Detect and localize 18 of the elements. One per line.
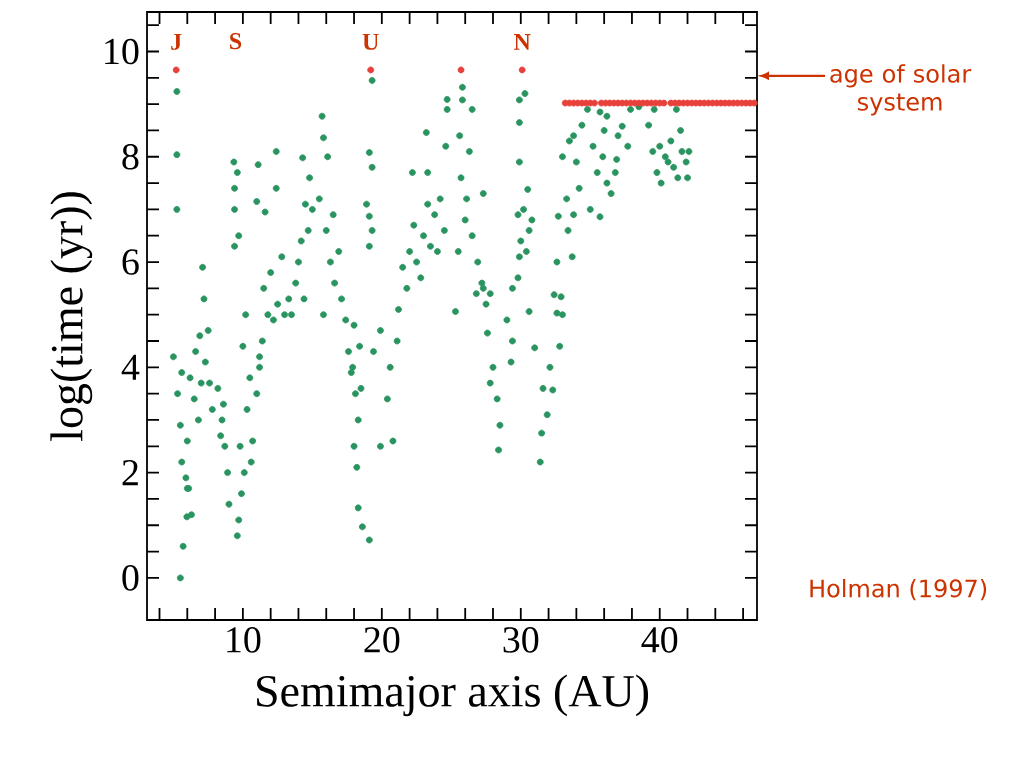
y-tick-label: 4 xyxy=(121,354,140,380)
annotation: U xyxy=(362,33,379,50)
y-tick-label: 2 xyxy=(122,460,138,486)
annotation: S xyxy=(230,33,242,50)
text: Holman (1997) xyxy=(810,578,987,601)
y-axis-title: log(time (yr)) xyxy=(50,192,93,441)
y-tick-label: 0 xyxy=(122,565,139,591)
x-tick-label: 30 xyxy=(503,627,539,653)
y-tick-label: 10 xyxy=(105,38,139,65)
annotation: J xyxy=(171,33,182,50)
x-tick-label: 10 xyxy=(227,627,261,653)
x-tick-label: 40 xyxy=(641,627,678,653)
y-tick-label: 6 xyxy=(122,249,139,275)
y-tick-label: 8 xyxy=(122,143,139,170)
text: age of solar system xyxy=(830,64,972,116)
x-tick-label: 20 xyxy=(364,627,400,653)
x-axis-title: Semimajor axis (AU) xyxy=(257,674,649,717)
annotation: N xyxy=(513,34,531,50)
